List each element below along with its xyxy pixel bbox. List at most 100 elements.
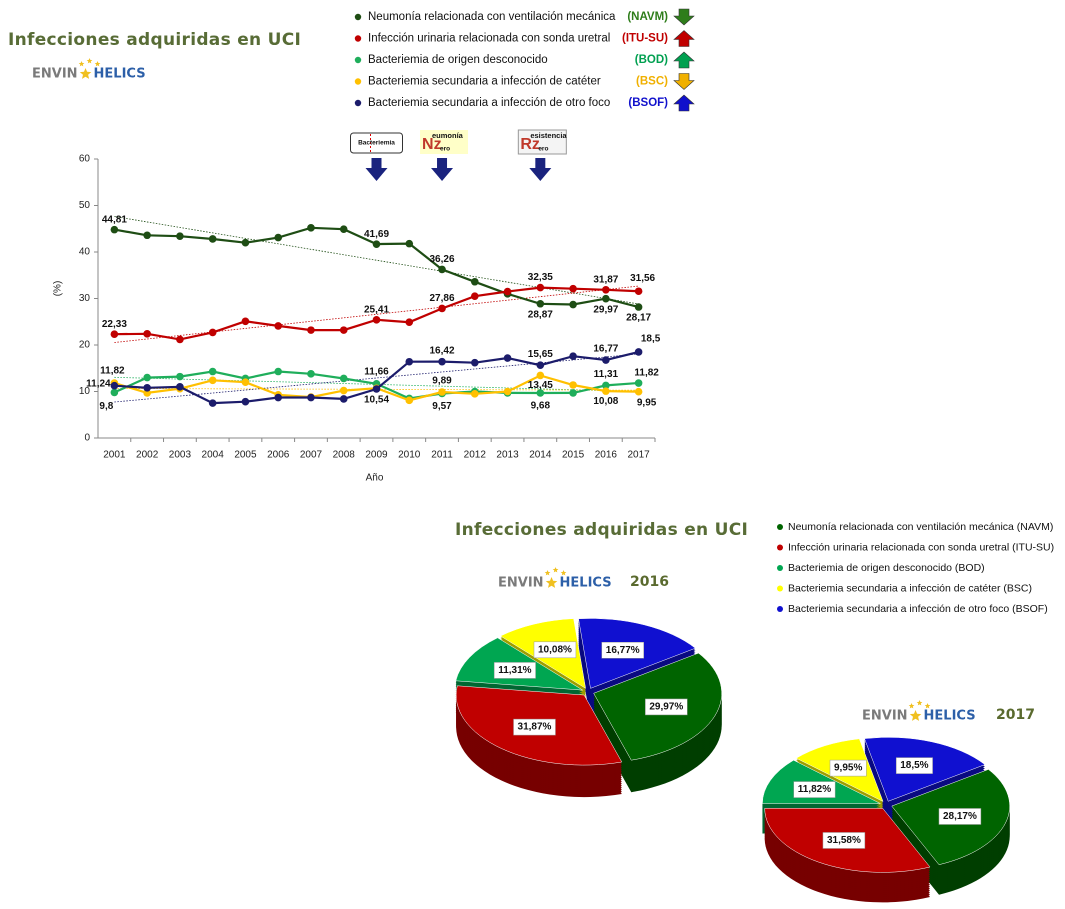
pie-value-label: 31,58%	[827, 835, 861, 846]
legend-label: Neumonía relacionada con ventilación mec…	[788, 521, 1053, 533]
value-label: 22,33	[102, 319, 127, 330]
logo-star	[545, 577, 558, 588]
point	[634, 303, 643, 311]
point	[405, 396, 414, 405]
point	[569, 284, 577, 293]
legend-marker	[354, 35, 362, 42]
x-tick-label: 2005	[234, 450, 257, 461]
value-label: 13,45	[528, 380, 553, 391]
pie-year: 2017	[996, 707, 1035, 723]
point	[307, 224, 315, 232]
point	[536, 371, 545, 380]
logo-star	[79, 68, 92, 79]
point	[503, 387, 512, 396]
logo-star	[86, 58, 93, 64]
point	[307, 370, 315, 378]
value-label: 11,82	[100, 366, 125, 377]
point	[602, 356, 610, 364]
annotation-arrow	[529, 158, 552, 181]
point	[470, 277, 479, 286]
annotation-box	[350, 132, 403, 154]
pie-label-box	[829, 759, 867, 777]
value-label: 11,82	[634, 368, 659, 379]
value-label: 9,95	[637, 397, 657, 408]
value-label: 31,56	[630, 273, 655, 284]
legend-abbr: (BSC)	[636, 76, 668, 88]
point	[339, 386, 348, 395]
point	[176, 372, 184, 381]
logo-right: HELICS	[924, 709, 976, 724]
point	[470, 358, 479, 367]
point	[405, 318, 414, 327]
point	[602, 381, 610, 390]
value-label: 9,68	[531, 401, 551, 412]
point	[110, 225, 119, 234]
point	[438, 304, 446, 313]
value-label: 31,87	[593, 274, 618, 285]
legend-marker	[354, 78, 362, 85]
legend-abbr: (ITU-SU)	[622, 33, 668, 45]
x-tick-label: 2015	[562, 450, 585, 461]
point	[438, 265, 446, 274]
annotation-arrow	[365, 158, 388, 181]
annotation-box	[420, 130, 469, 154]
point	[536, 283, 545, 292]
pie-label-box	[533, 641, 577, 659]
point	[536, 361, 545, 370]
pie-label-box	[493, 662, 536, 679]
point	[503, 354, 512, 362]
point	[634, 348, 643, 356]
legend-marker	[354, 13, 362, 21]
point	[208, 376, 217, 385]
pie-value-label: 29,97%	[649, 702, 683, 713]
value-label: 28,17	[626, 313, 651, 324]
point	[470, 292, 479, 300]
x-axis-label: Año	[366, 473, 384, 484]
x-tick-label: 2013	[496, 450, 519, 461]
value-label: 16,77	[593, 344, 618, 355]
pie-label-box	[793, 781, 836, 798]
pie-value-label: 28,17%	[943, 811, 977, 822]
logo-left: ENVIN	[862, 709, 908, 724]
pie-value-label: 16,77%	[606, 645, 640, 656]
y-tick-label: 20	[79, 340, 91, 351]
value-label: 9,57	[432, 401, 452, 412]
point	[634, 379, 643, 387]
point	[569, 381, 577, 389]
x-tick-label: 2001	[103, 450, 126, 461]
point	[208, 328, 217, 337]
pie-label-box	[938, 808, 982, 825]
point	[536, 299, 545, 308]
x-tick-label: 2009	[365, 450, 388, 461]
y-tick-label: 0	[84, 433, 90, 444]
point	[208, 235, 217, 243]
value-label: 10,54	[364, 395, 389, 406]
trend-arrow	[673, 51, 695, 69]
x-tick-label: 2002	[136, 450, 159, 461]
point	[438, 357, 446, 366]
pie-label-box	[822, 832, 866, 849]
logo-right: HELICS	[560, 576, 612, 591]
point	[405, 357, 414, 366]
point	[143, 231, 151, 240]
logo-star	[560, 570, 567, 576]
legend-abbr: (BSOF)	[628, 97, 668, 109]
y-tick-label: 30	[79, 293, 91, 304]
x-tick-label: 2010	[398, 450, 421, 461]
pie-title: Infecciones adquiridas en UCI	[455, 520, 748, 540]
annotation-label: esistencia	[530, 131, 567, 140]
pie-value-label: 11,82%	[798, 784, 831, 795]
x-tick-label: 2016	[595, 450, 618, 461]
legend-label: Bacteriemia de origen desconocido	[368, 54, 548, 66]
point	[241, 317, 250, 326]
logo-star	[94, 61, 101, 67]
chart-title: Infecciones adquiridas en UCI	[8, 30, 301, 50]
value-label: 16,42	[430, 345, 455, 356]
point	[110, 330, 119, 338]
value-label: 10,08	[593, 396, 618, 407]
pie-value-label: 11,31%	[498, 665, 531, 676]
x-tick-label: 2017	[627, 450, 650, 461]
legend-marker	[354, 56, 362, 64]
point	[307, 393, 315, 402]
